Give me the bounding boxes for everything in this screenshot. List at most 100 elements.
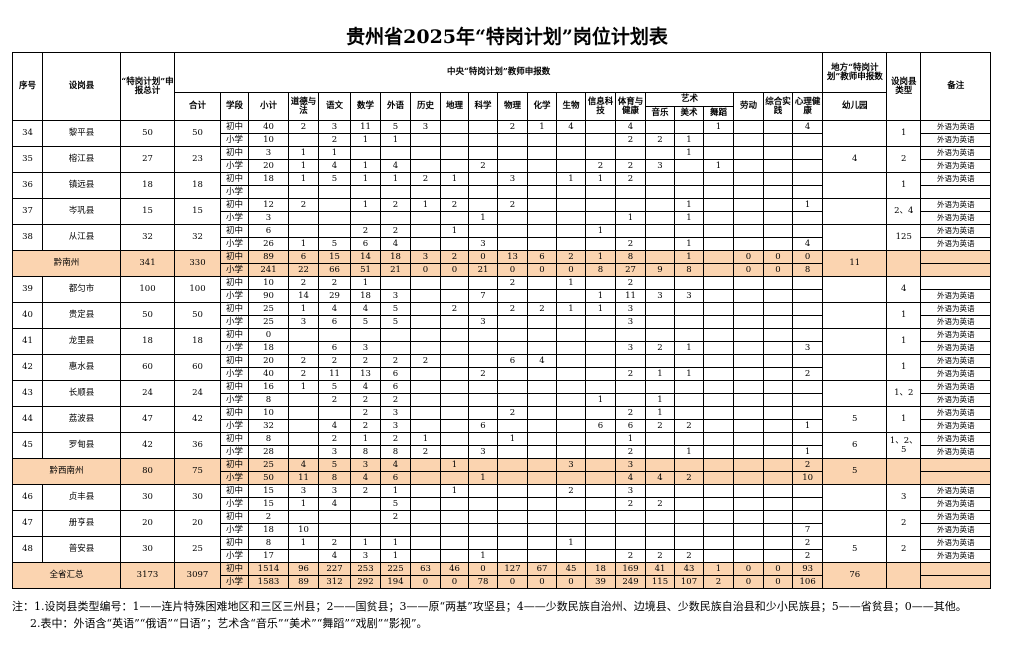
data-row: 39 都匀市 100 100 初中 10 2 2 1 2 1 2 4 <box>12 276 992 303</box>
count: 4 <box>380 237 411 251</box>
count: 2 <box>318 536 351 550</box>
count: 0 <box>763 250 793 264</box>
count <box>468 458 498 472</box>
count <box>615 510 646 524</box>
count <box>350 185 381 199</box>
count <box>585 120 616 134</box>
count <box>763 172 793 186</box>
remark <box>920 575 992 589</box>
count: 43 <box>674 562 704 576</box>
count: 2 <box>645 133 675 147</box>
count <box>440 523 469 537</box>
count: 3 <box>615 302 646 316</box>
count <box>703 133 734 147</box>
count <box>468 341 498 355</box>
count <box>556 419 586 433</box>
stage: 小学 <box>220 211 249 225</box>
count <box>763 159 793 173</box>
count <box>556 133 586 147</box>
count <box>791 406 824 420</box>
count <box>556 211 586 225</box>
count <box>410 497 441 511</box>
count <box>410 328 441 342</box>
count: 1 <box>556 276 586 290</box>
county-type: 1 <box>886 172 922 199</box>
count <box>585 315 616 329</box>
count <box>556 471 586 485</box>
sum: 15 <box>174 198 221 225</box>
count <box>733 211 764 225</box>
total: 80 <box>120 458 175 485</box>
count: 18 <box>248 172 289 186</box>
count <box>733 159 764 173</box>
total: 30 <box>120 484 175 511</box>
count: 0 <box>763 263 793 277</box>
count: 6 <box>615 419 646 433</box>
count: 2 <box>615 237 646 251</box>
count <box>703 224 734 238</box>
count <box>703 523 734 537</box>
data-row: 小学 40 2 11 13 6 2 2 1 1 2 外语为英语 <box>13 367 992 381</box>
stage: 初中 <box>220 562 249 576</box>
count <box>410 380 441 394</box>
count <box>791 211 824 225</box>
count <box>763 367 793 381</box>
remark: 外语为英语 <box>920 419 992 433</box>
count <box>674 185 704 199</box>
count <box>733 497 764 511</box>
count <box>615 536 646 550</box>
count: 18 <box>248 523 289 537</box>
count <box>288 432 319 446</box>
remark: 外语为英语 <box>920 224 992 238</box>
row-number: 40 <box>12 302 43 329</box>
remark: 外语为英语 <box>920 380 992 394</box>
count: 2 <box>350 484 381 498</box>
remark: 外语为英语 <box>920 120 992 134</box>
count <box>703 549 734 563</box>
header-row: 音乐 美术 舞蹈 <box>13 106 991 121</box>
header-cell: 历史 <box>410 92 441 121</box>
count: 13 <box>350 367 381 381</box>
count: 4 <box>350 302 381 316</box>
count <box>791 302 824 316</box>
count: 115 <box>645 575 675 589</box>
count: 8 <box>248 393 289 407</box>
count: 5 <box>318 237 351 251</box>
count: 1 <box>703 159 734 173</box>
count <box>674 510 704 524</box>
count <box>440 159 469 173</box>
kindergarten <box>822 276 888 303</box>
total: 341 <box>120 250 175 277</box>
count: 3 <box>288 484 319 498</box>
kindergarten: 5 <box>822 406 888 433</box>
count: 2 <box>350 393 381 407</box>
count: 3 <box>380 289 411 303</box>
count <box>763 315 793 329</box>
count: 1 <box>350 198 381 212</box>
count: 1 <box>380 549 411 563</box>
row-number: 42 <box>12 354 43 381</box>
count <box>556 393 586 407</box>
count: 1 <box>380 536 411 550</box>
remark: 外语为英语 <box>920 406 992 420</box>
kindergarten <box>822 510 888 537</box>
count: 0 <box>527 575 557 589</box>
count: 3 <box>468 445 498 459</box>
total: 50 <box>120 120 175 147</box>
count <box>585 406 616 420</box>
count <box>674 458 704 472</box>
row-number: 43 <box>12 380 43 407</box>
count <box>703 354 734 368</box>
count <box>763 393 793 407</box>
count: 6 <box>350 237 381 251</box>
stage: 初中 <box>220 276 249 290</box>
count: 3 <box>248 211 289 225</box>
stage: 初中 <box>220 510 249 524</box>
count <box>703 263 734 277</box>
count <box>733 380 764 394</box>
count <box>497 237 528 251</box>
count <box>556 289 586 303</box>
count <box>380 523 411 537</box>
count <box>440 471 469 485</box>
count: 3 <box>468 315 498 329</box>
